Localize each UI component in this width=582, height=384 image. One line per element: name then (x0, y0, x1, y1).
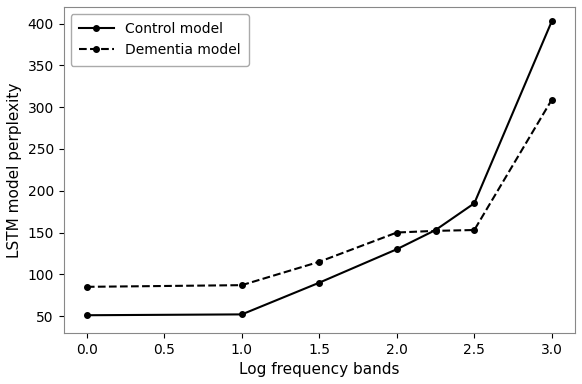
Control model (316, 280, 323, 285)
Legend: Control model, Dementia model: Control model, Dementia model (70, 14, 249, 66)
Control model (432, 228, 439, 232)
Dementia model (471, 228, 478, 232)
Dementia model (239, 283, 246, 288)
Control model (239, 312, 246, 317)
Control model (83, 313, 90, 318)
Dementia model (432, 228, 439, 233)
Line: Dementia model: Dementia model (84, 97, 555, 290)
Control model (471, 201, 478, 205)
X-axis label: Log frequency bands: Log frequency bands (239, 362, 400, 377)
Control model (393, 247, 400, 252)
Control model (548, 19, 555, 23)
Dementia model (393, 230, 400, 235)
Line: Control model: Control model (84, 18, 555, 318)
Dementia model (83, 285, 90, 289)
Y-axis label: LSTM model perplexity: LSTM model perplexity (7, 82, 22, 258)
Dementia model (316, 260, 323, 264)
Dementia model (548, 98, 555, 102)
